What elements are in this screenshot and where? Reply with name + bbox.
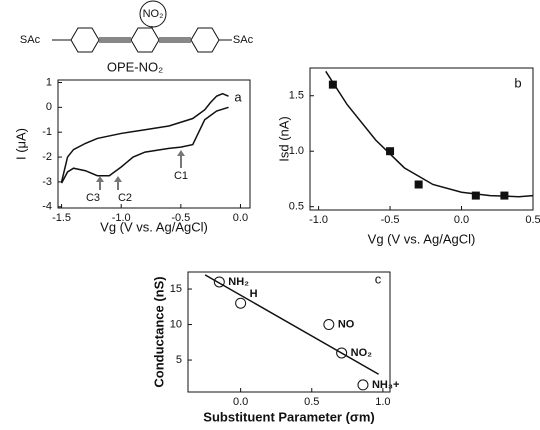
marker	[357, 379, 369, 391]
line	[325, 70, 534, 198]
annotation: C1	[174, 170, 188, 182]
y-tick-label: -3	[42, 176, 52, 188]
x-tick-label: -1.0	[309, 214, 328, 226]
marker	[386, 147, 395, 156]
line	[60, 106, 229, 184]
y-tick-label: 10	[170, 318, 182, 330]
x-tick-label: 0.5	[525, 214, 540, 226]
y-tick-label: 15	[170, 283, 182, 295]
molecule-name: OPE-NO₂	[107, 59, 163, 74]
x-tick-label: -0.5	[171, 212, 190, 224]
line	[60, 92, 229, 183]
y-tick-label: 0	[46, 101, 52, 113]
x-axis-label: Vg (V vs. Ag/AgCl)	[100, 219, 208, 234]
point-label: H	[250, 288, 258, 300]
panel-label: a	[234, 89, 242, 104]
x-tick-label: -0.5	[381, 214, 400, 226]
y-tick-label: 5	[176, 354, 182, 366]
x-axis-label: Substituent Parameter (σm)	[203, 409, 374, 424]
benzene-ring	[130, 27, 160, 53]
y-tick-label: -1	[42, 126, 52, 138]
benzene-ring	[70, 27, 100, 53]
panel-label: c	[375, 271, 382, 286]
x-tick-label: 0.0	[233, 396, 248, 408]
point-label: NH₂	[228, 276, 249, 288]
marker	[414, 180, 423, 189]
molecule	[52, 0, 232, 53]
point-label: NH₃+	[372, 379, 399, 391]
panel-label: b	[514, 75, 521, 90]
point-label: NO₂	[351, 347, 373, 359]
plot-frame	[57, 79, 251, 209]
molecule-end-group: SAc	[233, 34, 254, 46]
annotation: C3	[86, 192, 100, 204]
annotation-arrowhead	[114, 176, 122, 182]
marker	[235, 297, 247, 309]
x-tick-label: -1.0	[112, 212, 131, 224]
x-tick-label: 0.5	[304, 396, 319, 408]
marker	[323, 319, 335, 331]
y-tick-label: -2	[42, 151, 52, 163]
x-tick-label: 0.0	[233, 212, 248, 224]
molecule-end-group: SAc	[20, 34, 41, 46]
y-axis-label: Isd (nA)	[276, 116, 291, 162]
substituent: NO₂	[143, 8, 164, 20]
y-axis-label: I (μA)	[13, 128, 28, 160]
point-label: NO	[338, 318, 355, 330]
substituent-circle	[139, 0, 167, 28]
benzene-ring	[190, 27, 220, 53]
y-tick-label: 1.0	[289, 145, 304, 157]
x-tick-label: 1.0	[375, 396, 390, 408]
x-tick-label: 0.0	[454, 214, 469, 226]
y-tick-label: 1.5	[289, 90, 304, 102]
plot-frame	[187, 271, 391, 393]
annotation-arrowhead	[177, 150, 185, 156]
line	[204, 274, 379, 375]
annotation: C2	[118, 192, 132, 204]
y-axis-label: Conductance (nS)	[151, 276, 166, 387]
x-axis-label: Vg (V vs. Ag/AgCl)	[368, 231, 476, 246]
y-tick-label: 0.5	[289, 201, 304, 213]
x-tick-label: -1.5	[52, 212, 71, 224]
marker	[471, 191, 480, 200]
marker	[328, 80, 337, 89]
y-tick-label: -4	[42, 201, 52, 213]
annotation-arrowhead	[96, 176, 104, 182]
y-tick-label: 1	[46, 76, 52, 88]
plot-frame	[309, 67, 534, 211]
